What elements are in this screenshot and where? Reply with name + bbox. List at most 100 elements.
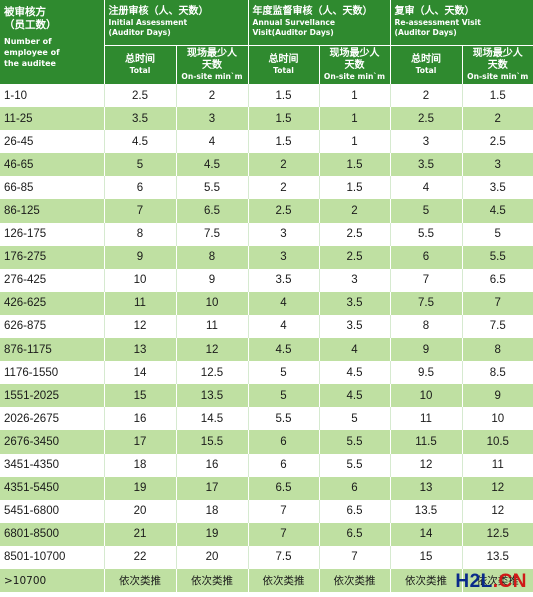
auditor-days-cell: 3 [319,268,391,292]
auditor-days-cell: 2 [390,84,463,108]
auditor-days-cell: 8 [104,222,177,246]
auditor-days-cell: 3.5 [104,107,177,131]
auditor-days-cell: 4.5 [176,153,249,177]
auditor-days-cell: 12 [104,314,177,339]
auditor-days-cell: 5.5 [462,245,533,269]
employee-range-cell: >10700 [0,568,105,593]
auditor-days-cell: 6.5 [176,199,249,223]
auditor-days-cell: 2 [248,176,320,200]
table-row: 176-275 9 8 3 2.5 6 5.5 [0,245,533,269]
table-body: 1-10 2.5 2 1.5 1 2 1.5 11-25 3.5 3 1.5 1 2.5 2 26-45 4.… [0,84,533,593]
auditor-days-cell: 4 [390,176,463,200]
group-title-en-1: Annual Survellance [252,18,336,27]
onsite-column-header: 现场最少人 天数 On-site min`m [176,45,249,84]
auditor-days-cell: 12.5 [462,522,533,546]
auditor-days-cell: 11 [176,314,249,339]
table-row: 26-45 4.5 4 1.5 1 3 2.5 [0,130,533,154]
auditor-days-cell: 8.5 [462,361,533,385]
table-row: 1-10 2.5 2 1.5 1 2 1.5 [0,84,533,108]
table-row: 8501-10700 22 20 7.5 7 15 13.5 [0,545,533,569]
auditor-days-cell: 19 [176,522,249,546]
reassessment-header: 复审（人、天数） Re-assessment Visit (Auditor Da… [390,0,533,46]
auditor-days-cell: 17 [176,476,249,500]
employee-range-cell: 276-425 [0,268,105,292]
auditor-days-cell: 2.5 [319,245,391,269]
auditor-days-cell: 18 [176,499,249,523]
table-row: 1551-2025 15 13.5 5 4.5 10 9 [0,384,533,408]
auditor-days-cell: 2.5 [104,84,177,108]
auditor-days-cell: 21 [104,522,177,546]
auditor-days-cell: 4 [176,130,249,154]
auditor-days-cell: 7 [248,522,320,546]
auditor-days-cell: 10.5 [462,430,533,454]
watermark-part-1: H2L [455,571,493,592]
group-title-zh: 复审（人、天数） [394,6,475,17]
auditor-days-cell: 5 [462,222,533,246]
auditor-days-cell: 7.5 [248,545,320,569]
auditor-days-cell: 13 [390,476,463,500]
employee-range-cell: 2676-3450 [0,430,105,454]
auditor-days-cell: 8 [462,338,533,362]
auditor-days-cell: 4.5 [248,338,320,362]
employee-range-cell: 6801-8500 [0,522,105,546]
auditor-days-cell: 6.5 [248,476,320,500]
auditor-days-cell: 5.5 [319,430,391,454]
table-row: 11-25 3.5 3 1.5 1 2.5 2 [0,107,533,131]
auditor-days-cell: 15.5 [176,430,249,454]
auditor-days-cell: 7.5 [390,291,463,315]
total-header-en: Total [129,66,151,75]
auditor-days-cell: 2.5 [319,222,391,246]
table-row: >10700 依次类推 依次类推 依次类推 依次类推 依次类推 依次类推 [0,568,533,593]
auditor-days-cell: 9.5 [390,361,463,385]
auditor-days-cell: 1 [319,84,391,108]
employee-range-cell: 8501-10700 [0,545,105,569]
auditor-days-cell: 7 [319,545,391,569]
auditor-days-cell: 9 [104,245,177,269]
auditor-days-cell: 20 [176,545,249,569]
auditor-days-cell: 2 [176,84,249,108]
auditor-days-cell: 6.5 [319,522,391,546]
auditor-days-cell: 5.5 [176,176,249,200]
auditor-days-cell: 9 [462,384,533,408]
auditor-days-cell: 1.5 [248,107,320,131]
auditor-days-cell: 10 [390,384,463,408]
auditor-days-cell: 7 [104,199,177,223]
onsite-header-zh-2: 天数 [202,60,222,71]
employee-range-cell: 626-875 [0,314,105,339]
auditor-days-cell: 11 [390,407,463,431]
auditor-days-cell: 12 [176,338,249,362]
auditor-days-cell: 5 [248,384,320,408]
employee-header-zh-1: 被审核方 [4,6,46,18]
onsite-header-en: On-site min`m [181,72,243,81]
auditor-days-cell: 依次类推 [176,568,249,593]
employee-header-en-3: the auditee [4,59,56,68]
employee-range-cell: 176-275 [0,245,105,269]
auditor-days-cell: 1.5 [319,176,391,200]
auditor-days-cell: 10 [176,291,249,315]
employee-header-en-1: Number of [4,37,52,46]
onsite-header-en: On-site min`m [467,72,529,81]
employee-range-cell: 26-45 [0,130,105,154]
auditor-days-cell: 3.5 [462,176,533,200]
auditor-days-cell: 4 [319,338,391,362]
onsite-column-header: 现场最少人 天数 On-site min`m [462,45,533,84]
total-header-zh: 总时间 [411,54,441,65]
employee-range-cell: 46-65 [0,153,105,177]
auditor-days-cell: 8 [390,314,463,339]
auditor-days-cell: 2 [462,107,533,131]
auditor-days-cell: 7 [248,499,320,523]
onsite-header-zh-2: 天数 [344,60,365,71]
auditor-days-cell: 6 [390,245,463,269]
group-title-en-2: (Auditor Days) [108,28,171,37]
auditor-days-cell: 3.5 [319,291,391,315]
auditor-days-cell: 5.5 [390,222,463,246]
auditor-days-cell: 7.5 [462,314,533,339]
auditor-days-cell: 3 [176,107,249,131]
watermark-part-2: .CN [492,571,527,592]
group-title-en-2: Visit(Auditor Days) [252,28,334,37]
employee-range-cell: 11-25 [0,107,105,131]
group-title-zh: 注册审核（人、天数） [108,6,209,17]
auditor-days-cell: 依次类推 [319,568,391,593]
auditor-days-cell: 3.5 [248,268,320,292]
auditor-days-cell: 1.5 [248,84,320,108]
